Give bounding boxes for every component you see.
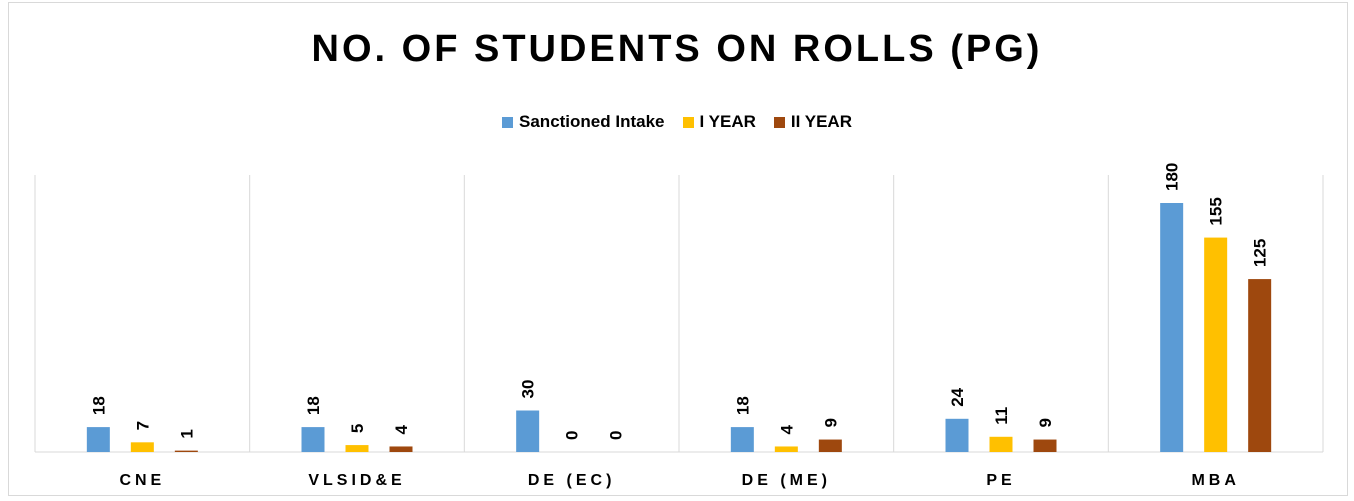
data-label: 4 — [777, 424, 796, 434]
x-tick-label: DE (EC) — [528, 472, 616, 489]
x-tick-label: MBA — [1191, 472, 1239, 489]
data-label: 7 — [133, 421, 152, 430]
bar-i-year — [345, 445, 369, 452]
data-label: 155 — [1207, 197, 1226, 225]
data-label: 18 — [304, 396, 323, 415]
x-tick-label: CNE — [119, 472, 165, 489]
legend-swatch-ii-year — [773, 116, 785, 128]
legend-label-sanctioned-intake: Sanctioned Intake — [519, 112, 665, 131]
data-label: 18 — [89, 396, 108, 415]
data-label: 0 — [607, 431, 626, 440]
chart-legend: Sanctioned Intake I YEAR II YEAR — [0, 112, 1354, 132]
legend-label-i-year: I YEAR — [699, 112, 756, 131]
bar-i-year — [1204, 237, 1228, 452]
x-tick-label: PE — [986, 472, 1015, 489]
bar-ii-year — [389, 446, 413, 452]
legend-item-i-year: I YEAR — [682, 112, 756, 132]
legend-swatch-i-year — [682, 116, 694, 128]
data-label: 0 — [563, 431, 582, 440]
bar-ii-year — [1033, 439, 1057, 452]
bar-sanctioned-intake — [945, 418, 969, 452]
bar-sanctioned-intake — [730, 427, 754, 452]
data-label: 1 — [177, 429, 196, 438]
legend-item-sanctioned-intake: Sanctioned Intake — [502, 112, 665, 132]
data-label: 9 — [1036, 418, 1055, 427]
data-label: 180 — [1163, 163, 1182, 191]
bar-sanctioned-intake — [1160, 203, 1184, 452]
legend-item-ii-year: II YEAR — [773, 112, 852, 132]
bar-sanctioned-intake — [86, 427, 110, 452]
legend-swatch-sanctioned-intake — [502, 116, 514, 128]
bar-i-year — [989, 436, 1013, 452]
data-label: 5 — [348, 424, 367, 433]
bar-ii-year — [174, 450, 198, 452]
bar-sanctioned-intake — [301, 427, 325, 452]
bar-ii-year — [1248, 279, 1272, 452]
bar-sanctioned-intake — [516, 410, 540, 452]
chart-frame — [8, 2, 1348, 496]
bar-ii-year — [818, 439, 842, 452]
legend-label-ii-year: II YEAR — [790, 112, 852, 131]
data-label: 4 — [392, 424, 411, 434]
x-tick-label: VLSID&E — [308, 472, 405, 489]
data-label: 9 — [821, 418, 840, 427]
data-label: 30 — [519, 380, 538, 399]
data-label: 125 — [1251, 239, 1270, 267]
data-label: 18 — [733, 396, 752, 415]
bar-i-year — [774, 446, 798, 452]
x-tick-label: DE (ME) — [742, 472, 831, 489]
bar-i-year — [130, 442, 154, 452]
data-label: 11 — [992, 407, 1011, 425]
data-label: 24 — [948, 387, 967, 406]
chart-title: NO. OF STUDENTS ON ROLLS (PG) — [311, 28, 1043, 70]
